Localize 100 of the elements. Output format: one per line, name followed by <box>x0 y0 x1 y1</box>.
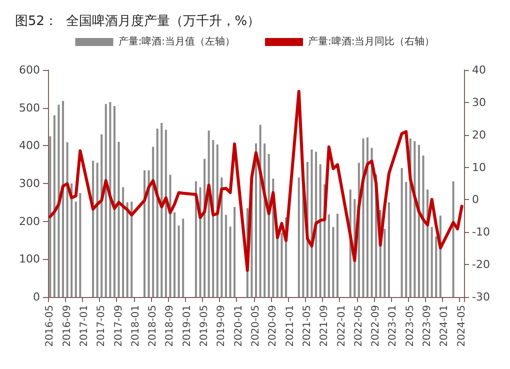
bar <box>430 227 433 297</box>
bar <box>49 136 52 297</box>
bar <box>113 106 116 297</box>
x-tick-label: 2016-05 <box>44 305 56 347</box>
bar <box>152 146 154 297</box>
bar <box>418 144 420 297</box>
bar <box>435 236 438 297</box>
bar <box>66 142 68 297</box>
x-tick-label: 2017-09 <box>113 305 124 347</box>
bar <box>194 181 197 297</box>
bar <box>280 232 283 297</box>
bar <box>58 104 60 297</box>
legend-label: 产量:啤酒:当月值（左轴） <box>118 36 236 48</box>
x-tick-label: 2024-01 <box>439 305 450 347</box>
bar <box>405 182 408 297</box>
bar <box>109 102 112 297</box>
y-tick-label: 300 <box>19 177 40 190</box>
y2-tick-label: -20 <box>472 258 490 272</box>
x-tick-label: 2016-09 <box>62 305 73 347</box>
x-tick-label: 2020-09 <box>268 305 279 347</box>
bar <box>156 128 158 297</box>
y-tick-label: 400 <box>19 139 40 152</box>
bar <box>422 156 424 297</box>
bar <box>100 134 103 297</box>
bar <box>276 238 278 297</box>
x-tick-label: 2023-05 <box>404 305 416 347</box>
bar <box>148 170 150 297</box>
chart-title: 图52： 全国啤酒月度产量（万千升，%） <box>15 13 260 29</box>
bar <box>74 202 77 297</box>
bar <box>366 137 369 297</box>
y2-tick-label: 0 <box>472 193 479 206</box>
x-tick-label: 2018-01 <box>130 305 142 347</box>
x-tick-label: 2019-01 <box>182 305 193 347</box>
bar <box>264 143 266 297</box>
bar <box>259 124 262 297</box>
bar <box>255 143 257 297</box>
bar <box>224 214 227 297</box>
x-tick-label: 2022-09 <box>370 305 382 347</box>
bar <box>143 170 146 297</box>
x-tick-label: 2023-09 <box>422 305 434 347</box>
y2-tick-label: 30 <box>472 96 486 109</box>
x-tick-label: 2017-05 <box>96 305 108 347</box>
x-tick-label: 2022-05 <box>353 305 364 347</box>
bar <box>452 181 454 297</box>
x-tick-label: 2021-01 <box>284 305 296 347</box>
y-tick-label: 500 <box>19 101 40 114</box>
y2-tick-label: 20 <box>472 128 486 142</box>
bar <box>130 202 133 297</box>
x-tick-label: 2018-09 <box>164 305 176 347</box>
bar <box>319 164 322 297</box>
bar <box>332 227 334 297</box>
legend-label: 产量:啤酒:当月同比（右轴） <box>308 36 435 48</box>
bar <box>122 187 124 297</box>
bar <box>53 115 56 297</box>
y-tick-label: 0 <box>33 290 40 304</box>
bar <box>126 202 128 297</box>
y2-tick-label: -10 <box>472 226 490 239</box>
x-tick-label: 2021-05 <box>302 305 313 347</box>
bar <box>70 184 73 297</box>
y-tick-label: 600 <box>19 64 40 76</box>
bar <box>298 177 300 297</box>
bar <box>62 101 64 297</box>
bar <box>362 138 364 297</box>
bar <box>414 141 416 297</box>
bar <box>164 130 167 297</box>
bar <box>315 152 318 297</box>
bar <box>160 122 163 297</box>
bar <box>79 192 82 297</box>
bar <box>208 130 210 297</box>
line-series <box>48 90 464 272</box>
x-tick-label: 2021-09 <box>319 305 330 347</box>
x-tick-label: 2020-01 <box>233 305 244 347</box>
bar <box>370 148 373 297</box>
x-tick-label: 2024-05 <box>456 305 468 347</box>
y2-tick-label: 40 <box>472 64 486 76</box>
y2-tick-label: 10 <box>472 160 486 174</box>
bar <box>229 226 232 297</box>
bar <box>310 149 313 297</box>
bar <box>178 225 180 297</box>
bar <box>268 154 270 297</box>
y-tick-label: 200 <box>19 214 40 228</box>
bar <box>118 142 120 297</box>
bar <box>96 162 98 297</box>
x-tick-label: 2022-01 <box>336 305 348 347</box>
bar <box>212 140 214 297</box>
bar <box>104 104 107 297</box>
y2-tick-label: -30 <box>472 290 490 304</box>
bar <box>388 202 390 297</box>
x-tick-label: 2023-01 <box>388 305 399 347</box>
bar <box>384 228 386 297</box>
bar <box>169 174 172 297</box>
y-tick-label: 100 <box>19 252 40 266</box>
bar <box>216 144 218 297</box>
x-tick-label: 2019-05 <box>199 305 210 347</box>
x-tick-label: 2019-09 <box>216 305 228 347</box>
bar <box>400 168 403 297</box>
x-tick-label: 2018-05 <box>148 305 159 347</box>
bar <box>234 206 236 297</box>
bar <box>92 160 94 297</box>
bar <box>174 212 176 297</box>
